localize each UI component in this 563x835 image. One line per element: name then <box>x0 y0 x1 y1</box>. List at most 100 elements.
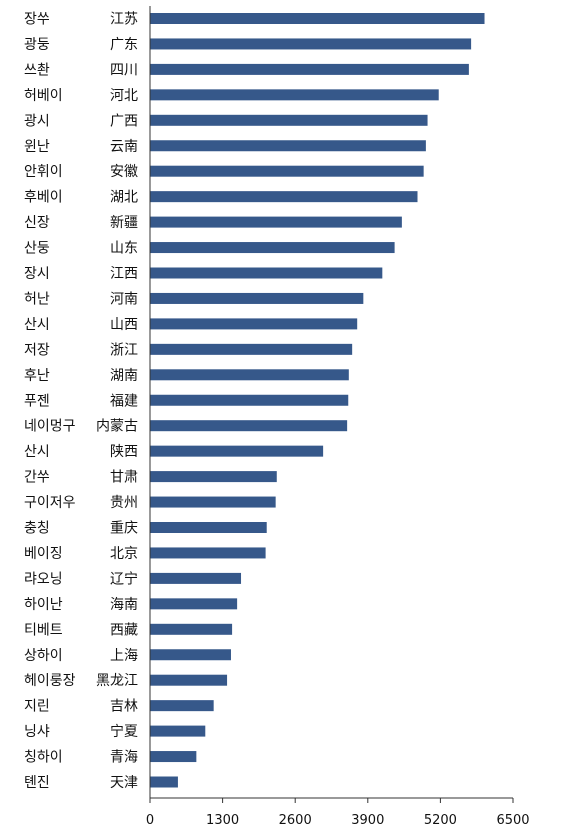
category-label-chinese: 河北 <box>110 88 138 104</box>
category-label-chinese: 贵州 <box>110 495 138 511</box>
x-tick-label: 1300 <box>206 813 239 828</box>
category-label-chinese: 重庆 <box>110 521 138 537</box>
category-label-chinese: 河南 <box>110 291 138 307</box>
bar <box>150 522 267 533</box>
bar <box>150 216 402 228</box>
bar <box>150 420 348 432</box>
bar <box>150 496 276 508</box>
category-label-korean: 저장 <box>24 342 50 358</box>
category-label-chinese: 广东 <box>110 37 138 53</box>
bar <box>150 547 266 559</box>
category-label-chinese: 浙江 <box>110 342 138 358</box>
category-label-korean: 광시 <box>24 113 50 129</box>
category-label-chinese: 青海 <box>110 750 138 766</box>
category-label-chinese: 广西 <box>110 113 138 129</box>
category-label-korean: 티베트 <box>24 622 63 638</box>
category-label-korean: 장시 <box>24 266 50 282</box>
category-label-chinese: 黑龙江 <box>96 673 138 689</box>
category-label-chinese: 湖南 <box>110 368 138 384</box>
bar <box>150 140 426 152</box>
category-label-korean: 베이징 <box>24 546 63 562</box>
bar <box>150 242 395 254</box>
category-label-korean: 하이난 <box>24 597 63 613</box>
category-label-chinese: 安徽 <box>110 164 138 180</box>
x-tick-label: 3900 <box>351 813 384 828</box>
bar <box>150 445 324 457</box>
category-label-chinese: 北京 <box>110 546 138 562</box>
category-label-chinese: 湖北 <box>110 190 138 206</box>
bar <box>150 572 242 584</box>
bars-group <box>150 13 485 788</box>
bar <box>150 394 349 406</box>
category-label-chinese: 山西 <box>110 317 138 333</box>
bar <box>150 343 353 355</box>
category-label-korean: 구이저우 <box>24 495 76 511</box>
category-label-korean: 신장 <box>24 215 50 231</box>
bar <box>150 674 228 686</box>
bar <box>150 13 485 24</box>
category-label-korean: 안휘이 <box>24 164 63 180</box>
category-label-chinese: 内蒙古 <box>96 419 138 435</box>
category-label-korean: 광둥 <box>24 37 50 53</box>
category-label-chinese: 甘肃 <box>110 470 138 486</box>
category-label-chinese: 江西 <box>110 266 138 282</box>
category-label-chinese: 四川 <box>110 62 138 78</box>
category-label-chinese: 上海 <box>110 648 138 664</box>
category-label-korean: 랴오닝 <box>24 571 63 587</box>
category-label-chinese: 西藏 <box>110 622 138 638</box>
category-label-korean: 톈진 <box>24 775 50 791</box>
category-label-korean: 간쑤 <box>24 470 50 486</box>
category-label-korean: 닝샤 <box>24 724 50 740</box>
category-label-chinese: 新疆 <box>110 215 138 231</box>
category-label-chinese: 陕西 <box>110 444 138 460</box>
bar <box>150 267 383 279</box>
bar <box>150 751 197 763</box>
category-label-chinese: 天津 <box>110 775 138 791</box>
category-label-korean: 쓰촨 <box>24 62 50 78</box>
bar <box>150 700 214 712</box>
category-label-chinese: 宁夏 <box>110 723 138 740</box>
category-label-korean: 충칭 <box>24 521 50 537</box>
category-label-korean: 허베이 <box>24 88 63 104</box>
category-label-korean: 산둥 <box>24 241 50 257</box>
bar <box>150 89 439 101</box>
category-label-chinese: 辽宁 <box>110 570 138 587</box>
x-tick-label: 0 <box>146 813 154 828</box>
category-label-korean: 후난 <box>24 368 50 384</box>
bar <box>150 191 418 203</box>
category-label-chinese: 吉林 <box>110 699 138 715</box>
bar <box>150 776 178 788</box>
bar <box>150 623 233 635</box>
category-label-chinese: 海南 <box>110 597 138 613</box>
category-label-korean: 칭하이 <box>24 750 63 766</box>
category-label-korean: 푸젠 <box>24 393 50 409</box>
x-tick-label: 2600 <box>279 813 312 828</box>
x-tick-label: 6500 <box>496 813 529 828</box>
category-label-korean: 지린 <box>24 699 50 715</box>
bar <box>150 649 231 661</box>
category-label-korean: 장쑤 <box>24 12 50 28</box>
category-label-korean: 네이멍구 <box>24 419 76 435</box>
category-label-chinese: 云南 <box>110 139 138 155</box>
category-label-korean: 산시 <box>24 444 50 460</box>
category-label-korean: 헤이룽장 <box>24 673 76 689</box>
category-label-korean: 허난 <box>24 291 50 307</box>
bar <box>150 292 364 304</box>
category-label-chinese: 江苏 <box>110 12 138 28</box>
bar <box>150 471 277 483</box>
x-axis-ticks: 0 1300 2600 3900 5200 6500 <box>146 798 530 828</box>
category-label-korean: 후베이 <box>24 190 63 206</box>
bar <box>150 369 349 381</box>
category-label-korean: 상하이 <box>24 648 63 664</box>
category-label-chinese: 山东 <box>110 241 138 257</box>
bar <box>150 38 472 50</box>
bar <box>150 318 358 330</box>
category-label-chinese: 福建 <box>110 393 138 409</box>
bar <box>150 114 428 126</box>
bar <box>150 598 238 610</box>
bar <box>150 63 469 75</box>
bar <box>150 725 206 737</box>
bar <box>150 165 424 177</box>
category-label-korean: 윈난 <box>24 139 50 155</box>
